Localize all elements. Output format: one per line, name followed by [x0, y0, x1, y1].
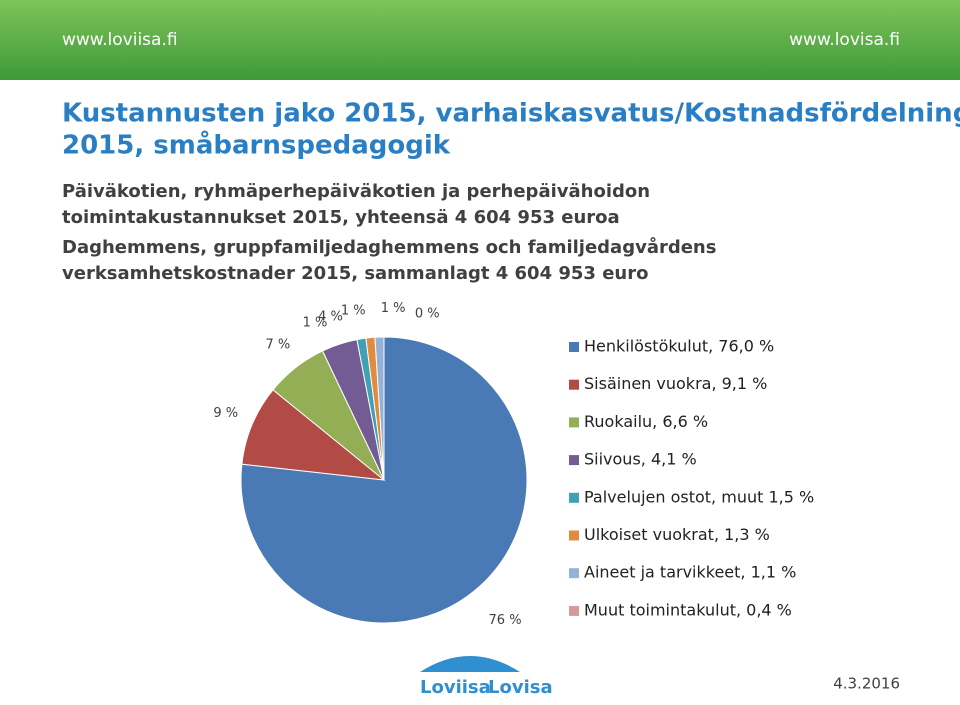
logo-text: Lovisa	[488, 677, 553, 698]
subtitle: Päiväkotien, ryhmäperhepäiväkotien ja pe…	[62, 181, 650, 202]
legend-swatch	[569, 455, 579, 466]
legend-swatch	[569, 417, 579, 428]
logo-shape	[420, 656, 520, 672]
data-label: 76 %	[489, 613, 522, 628]
legend-swatch	[569, 342, 579, 352]
legend-label: Ruokailu, 6,6 %	[584, 412, 708, 431]
subtitle: toimintakustannukset 2015, yhteensä 4 60…	[62, 207, 620, 228]
legend-label: Henkilöstökulut, 76,0 %	[584, 337, 774, 356]
legend-label: Ulkoiset vuokrat, 1,3 %	[584, 525, 770, 544]
legend-swatch	[569, 379, 579, 390]
legend-swatch	[569, 492, 579, 503]
title: 2015, småbarnspedagogik	[62, 129, 451, 161]
subtitle: verksamhetskostnader 2015, sammanlagt 4 …	[62, 263, 648, 284]
data-label: 1 %	[381, 301, 406, 316]
header-url: www.lovisa.fi	[789, 30, 900, 50]
data-label: 7 %	[266, 338, 291, 353]
legend-swatch	[569, 530, 579, 541]
legend-swatch	[569, 605, 579, 616]
data-label: 0 %	[415, 306, 440, 321]
subtitle: Daghemmens, gruppfamiljedaghemmens och f…	[62, 236, 716, 258]
data-label: 1 %	[303, 315, 328, 330]
pie-slice	[241, 389, 386, 481]
legend-label: Muut toimintakulut, 0,4 %	[584, 600, 792, 619]
legend-swatch	[569, 568, 579, 579]
logo-text: Loviisa	[420, 677, 491, 698]
data-label: 9 %	[213, 406, 238, 421]
header-band	[0, 0, 960, 80]
legend-label: Aineet ja tarvikkeet, 1,1 %	[584, 563, 796, 582]
header-url: www.loviisa.fi	[62, 30, 178, 50]
legend-label: Siivous, 4,1 %	[584, 450, 697, 469]
date: 4.3.2016	[833, 675, 900, 693]
data-label: 1 %	[341, 304, 366, 319]
logo: Loviisa Lovisa	[420, 656, 553, 698]
legend-label: Palvelujen ostot, muut 1,5 %	[584, 487, 814, 506]
pie-chart: 76 %9 %7 %4 %1 %1 % 1 % 0 %Henkilöstökulut…	[213, 301, 814, 628]
legend-label: Sisäinen vuokra, 9,1 %	[584, 374, 767, 393]
data-label: 4 %	[318, 309, 343, 324]
title: Kustannusten jako 2015, varhaiskasvatus/…	[62, 99, 960, 129]
